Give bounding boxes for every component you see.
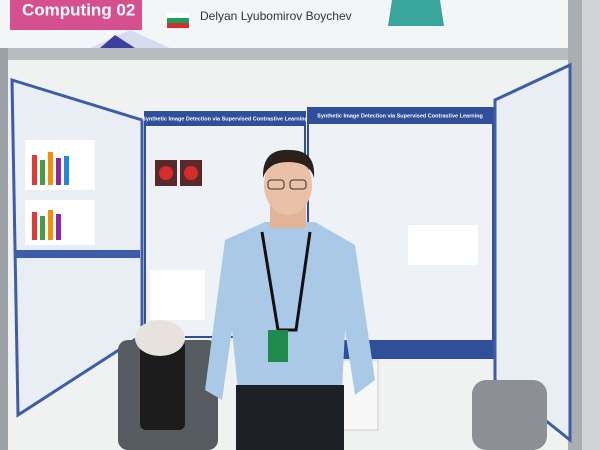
poster-title: Synthetic Image Detection via Supervised… [142, 116, 308, 122]
jacket [135, 320, 185, 356]
flag [167, 13, 189, 28]
poster-heading [15, 250, 140, 258]
poster-title-bar [145, 112, 305, 126]
poster-graphic [64, 156, 69, 185]
flag-stripe [167, 18, 189, 23]
glasses [289, 179, 307, 190]
frame-beam [0, 48, 580, 60]
trousers [236, 385, 344, 450]
chair [472, 380, 547, 450]
poster-title-bar [308, 108, 493, 124]
badge [268, 330, 288, 362]
hair [262, 149, 315, 178]
poster-graphic [40, 216, 45, 240]
flag-stripe [167, 23, 189, 28]
shirt [205, 222, 375, 400]
poster-graphic [32, 155, 37, 185]
face [264, 155, 312, 215]
presenter-name: Delyan Lyubomirov Boychev [200, 9, 352, 23]
side-wall [582, 0, 600, 450]
poster-figure [150, 270, 205, 320]
category-label: Computing 02 [22, 0, 135, 19]
bag [140, 340, 185, 430]
banner-shape [388, 0, 444, 26]
category-box [10, 0, 142, 30]
person [205, 149, 375, 450]
poster-figure [408, 225, 478, 265]
poster-image [184, 166, 198, 180]
poster-graphic [48, 152, 53, 185]
poster [493, 62, 572, 444]
frame-post [0, 48, 8, 450]
poster-graphic [40, 160, 45, 185]
poster-graphic [56, 158, 61, 185]
flag-stripe [167, 13, 189, 18]
poster-graphic [56, 214, 61, 240]
glasses [267, 179, 285, 190]
banner-shape [100, 35, 135, 48]
poster-image [159, 166, 173, 180]
poster-title: Synthetic Image Detection via Supervised… [317, 113, 483, 119]
poster-graphic [32, 212, 37, 240]
poster-graphic [48, 210, 53, 240]
